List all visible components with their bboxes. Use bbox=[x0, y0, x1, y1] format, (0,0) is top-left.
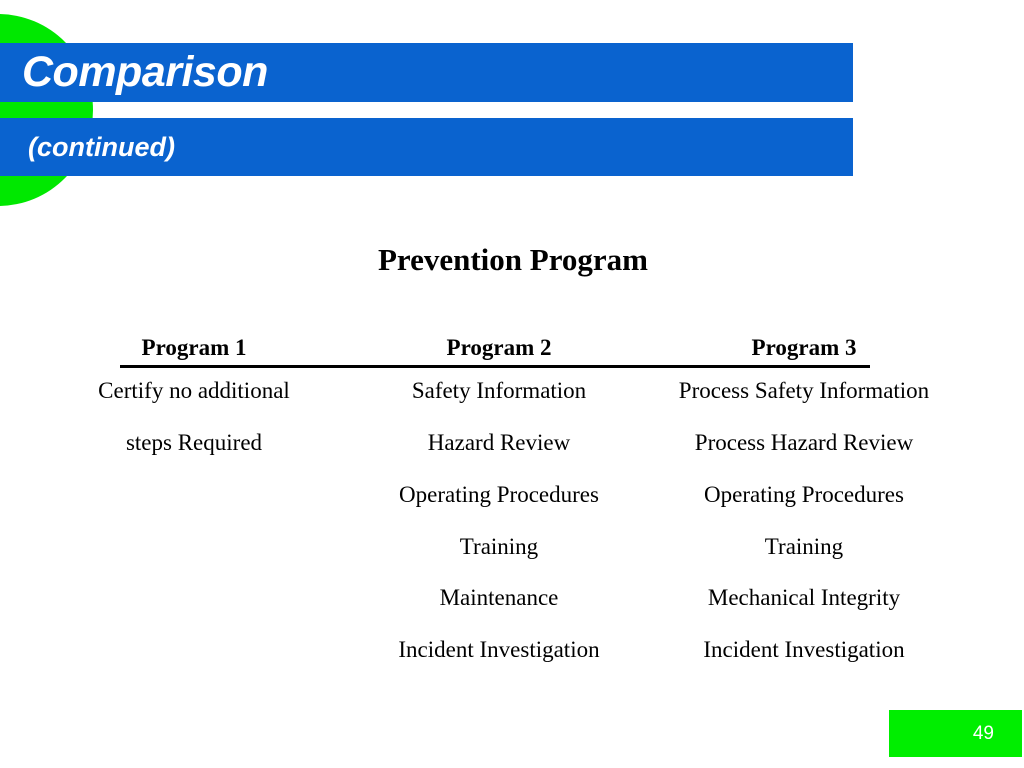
spacer-cell-left bbox=[0, 572, 34, 624]
cell-program-2: Hazard Review bbox=[427, 430, 571, 456]
spacer-cell-right bbox=[964, 624, 1024, 676]
header-underline-rule bbox=[120, 365, 870, 368]
spacer-cell-left bbox=[0, 521, 34, 573]
table-row: Incident Investigation Incident Investig… bbox=[0, 624, 1024, 676]
slide-title: Comparison bbox=[22, 48, 268, 96]
spacer-cell-right bbox=[964, 469, 1024, 521]
comparison-table-wrapper: Program 1 Program 2 Program 3 Certify no… bbox=[0, 335, 1024, 676]
cell-program-2: Safety Information bbox=[411, 378, 587, 404]
spacer-cell-right bbox=[964, 572, 1024, 624]
spacer-cell-left bbox=[0, 624, 34, 676]
cell-program-3: Process Safety Information bbox=[678, 378, 930, 404]
title-banner-bar: Comparison bbox=[0, 43, 853, 102]
cell-program-1 bbox=[34, 572, 354, 624]
column-header-program-3: Program 3 bbox=[751, 335, 857, 360]
slide-content: Prevention Program Program 1 Program 2 P… bbox=[0, 228, 1024, 676]
spacer-cell-left bbox=[0, 365, 34, 417]
cell-program-1 bbox=[34, 624, 354, 676]
column-header-program-1: Program 1 bbox=[141, 335, 247, 360]
cell-program-1: Certify no additional bbox=[98, 378, 290, 404]
table-row: Training Training bbox=[0, 521, 1024, 573]
cell-program-2: Incident Investigation bbox=[398, 637, 600, 663]
table-row: steps Required Hazard Review Process Haz… bbox=[0, 417, 1024, 469]
spacer-cell-right bbox=[964, 417, 1024, 469]
spacer-cell-right bbox=[964, 335, 1024, 365]
table-row: Maintenance Mechanical Integrity bbox=[0, 572, 1024, 624]
cell-program-3: Training bbox=[764, 533, 844, 559]
spacer-cell-left bbox=[0, 335, 34, 365]
table-header-row: Program 1 Program 2 Program 3 bbox=[0, 335, 1024, 365]
page-number-badge: 49 bbox=[889, 710, 1022, 757]
cell-program-2: Training bbox=[459, 533, 539, 559]
cell-program-1 bbox=[34, 521, 354, 573]
comparison-table: Program 1 Program 2 Program 3 Certify no… bbox=[0, 335, 1024, 676]
cell-program-3: Incident Investigation bbox=[703, 637, 905, 663]
cell-program-3: Mechanical Integrity bbox=[707, 585, 901, 611]
table-row: Certify no additional Safety Information… bbox=[0, 365, 1024, 417]
cell-program-1: steps Required bbox=[125, 430, 263, 456]
cell-program-3: Process Hazard Review bbox=[694, 430, 914, 456]
spacer-cell-right bbox=[964, 521, 1024, 573]
subtitle-banner-bar: (continued) bbox=[0, 118, 853, 176]
slide-subtitle: (continued) bbox=[28, 131, 175, 162]
page-number: 49 bbox=[972, 723, 994, 744]
cell-program-2: Operating Procedures bbox=[399, 481, 599, 507]
cell-program-1 bbox=[34, 469, 354, 521]
cell-program-3: Operating Procedures bbox=[704, 481, 904, 507]
spacer-cell-left bbox=[0, 417, 34, 469]
content-heading: Prevention Program bbox=[377, 242, 649, 277]
cell-program-2: Maintenance bbox=[439, 585, 559, 611]
table-row: Operating Procedures Operating Procedure… bbox=[0, 469, 1024, 521]
column-header-program-2: Program 2 bbox=[446, 335, 552, 360]
spacer-cell-left bbox=[0, 469, 34, 521]
spacer-cell-right bbox=[964, 365, 1024, 417]
